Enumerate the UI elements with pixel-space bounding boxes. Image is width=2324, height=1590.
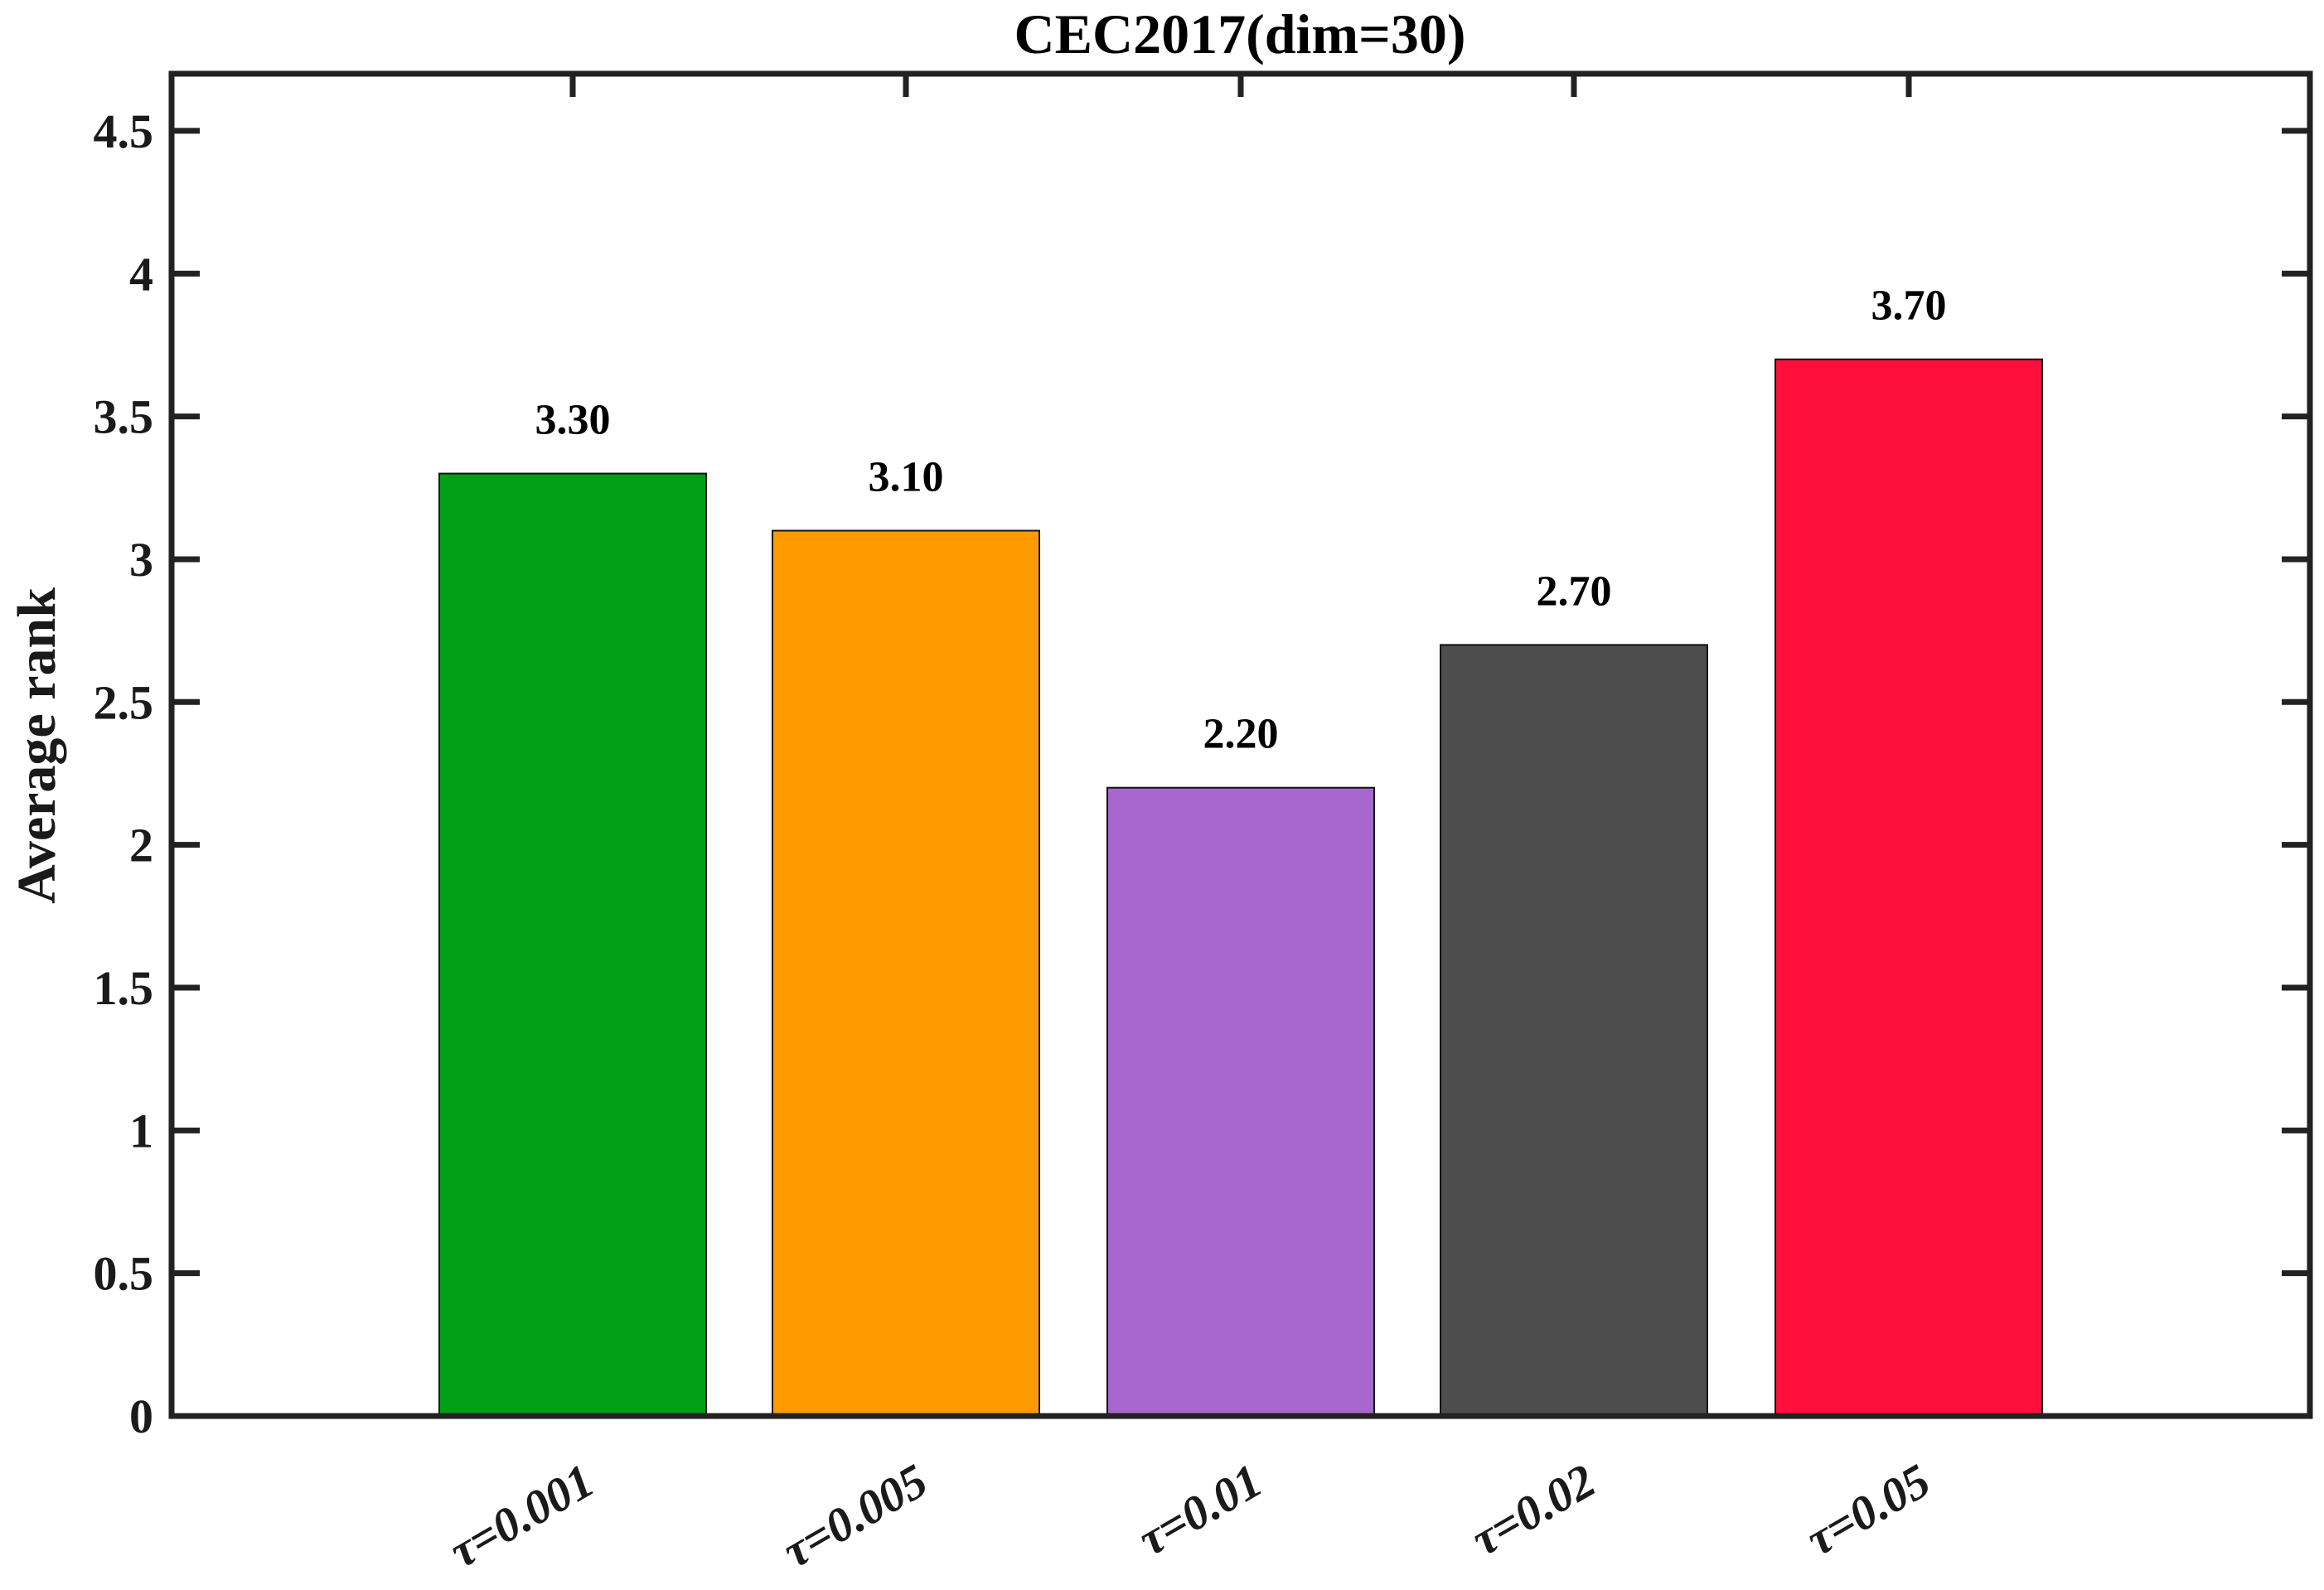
y-tick-label: 1.5	[94, 961, 154, 1015]
y-tick-label: 4.5	[94, 104, 154, 158]
y-tick-label: 0	[129, 1389, 153, 1443]
bar-value-label: 3.70	[1871, 283, 1947, 330]
y-tick-label: 4	[129, 247, 153, 301]
bar-value-label: 3.30	[535, 397, 611, 444]
bar-value-label: 3.10	[869, 453, 944, 500]
bar	[1774, 358, 2043, 1417]
y-axis-label: Average rank	[7, 587, 67, 904]
bar	[772, 529, 1040, 1417]
value-labels: 3.30 3.10 2.20 2.70 3.70	[535, 283, 1947, 758]
y-tick-label: 3.5	[94, 390, 154, 444]
y-tick-label: 3	[129, 533, 153, 587]
bars	[438, 358, 2043, 1417]
y-tick-label: 0.5	[94, 1247, 154, 1301]
y-tick-label: 2	[129, 819, 153, 872]
x-tick-label: τ=0.02	[1462, 1453, 1604, 1566]
y-tick-label: 1	[129, 1104, 153, 1157]
y-tick-label: 2.5	[94, 675, 154, 729]
chart-title: CEC2017(dim=30)	[1014, 2, 1466, 65]
bar	[1106, 786, 1375, 1417]
bar	[438, 472, 707, 1417]
bar-value-label: 2.20	[1203, 711, 1279, 758]
bar	[1440, 644, 1708, 1417]
x-tick-label: τ=0.05	[1797, 1453, 1939, 1566]
x-tick-label: τ=0.005	[773, 1453, 936, 1578]
x-tick-label: τ=0.001	[440, 1453, 603, 1578]
x-tick-label: τ=0.01	[1129, 1453, 1271, 1566]
y-axis-ticks: 0 0.5 1 1.5 2 2.5 3 3.5 4 4.5	[94, 104, 2310, 1443]
bar-value-label: 2.70	[1537, 568, 1612, 615]
